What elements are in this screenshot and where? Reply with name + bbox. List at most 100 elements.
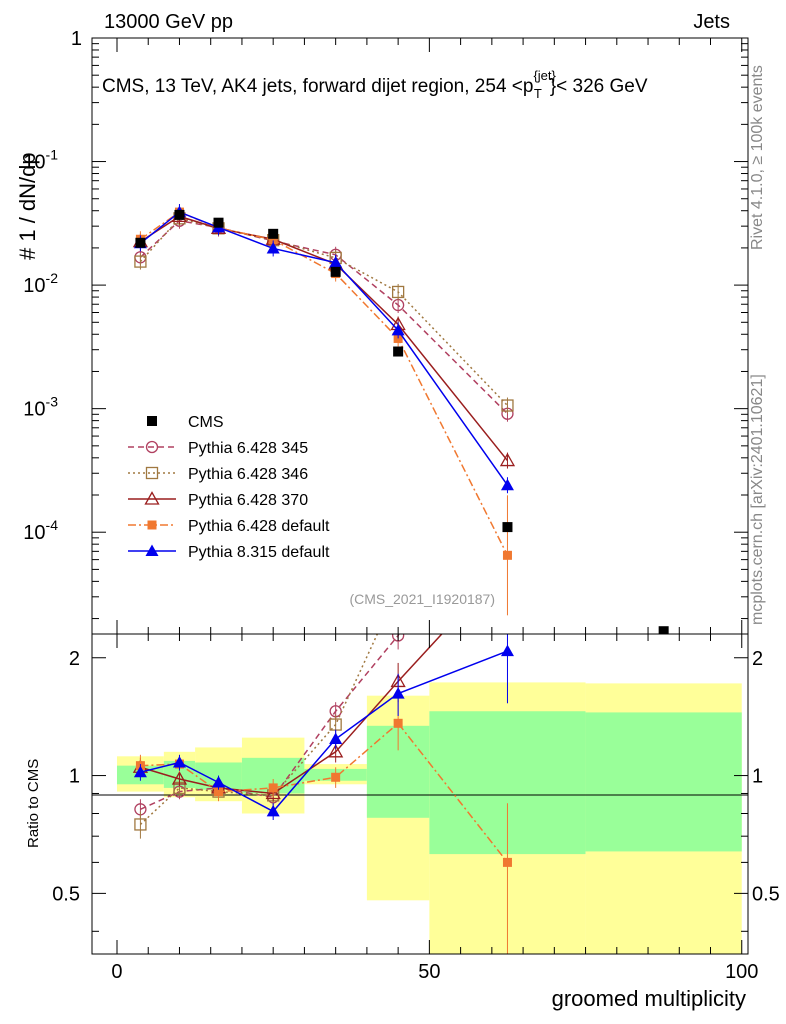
legend-marker [147,416,157,426]
y-tick-label-ratio-right: 0.5 [752,883,780,905]
cms-point [174,209,185,220]
y-tick-label-ratio: 0.5 [52,883,80,905]
cms-point [135,237,146,248]
header-right: Jets [693,11,730,33]
main-ticks: 10-410-310-210-11 [23,28,748,620]
header-left: 13000 GeV pp [104,11,233,33]
ratio-point [214,787,224,797]
y-tick-base: 1 [71,28,82,50]
ratio-point [172,755,186,768]
series-line [139,217,509,407]
y-tick-base: 10 [23,522,45,544]
chart-title-sub: T [534,86,542,101]
main-panel: 10-410-310-210-11 CMS, 13 TeV, AK4 jets,… [23,28,749,635]
ratio-point [133,765,147,778]
series-point [500,478,514,491]
legend-marker [145,466,159,480]
y-tick-label-ratio-right: 1 [752,766,763,788]
chart-title-end: }< 326 GeV [550,76,648,97]
ratio-point [265,785,281,800]
y-tick-base: 10 [23,399,45,421]
side-label-top: Rivet 4.1.0, ≥ 100k events [749,65,766,250]
y-tick-label-ratio: 2 [69,648,80,670]
ratio-point [212,776,226,788]
y-tick-exp: -3 [46,394,59,410]
legend-marker [147,520,157,530]
y-tick-label-main: 1 [71,28,82,50]
ratio-ticks: 0.5 0.5 1 1 2 2 [52,648,780,932]
ratio-point [502,387,513,398]
y-tick-exp: -4 [46,517,59,533]
ratio-point [328,743,344,758]
chart-title: CMS, 13 TeV, AK4 jets, forward dijet reg… [102,68,648,101]
y-tick-label-ratio: 1 [69,766,80,788]
y-tick-label-main: 10-1 [23,147,58,174]
y-axis-title-main-text: # 1 / dN/dp [15,152,40,260]
series-point [391,323,405,336]
legend-marker [145,440,159,454]
legend: CMS Pythia 6.428 345 Pythia 6.428 346 Pythi… [128,414,330,561]
ratio-frame [91,633,749,955]
y-tick-label-main: 10-2 [23,270,58,297]
legend-label: Pythia 6.428 370 [188,492,308,509]
ratio-point [268,783,278,793]
analysis-tag: (CMS_2021_I1920187) [349,591,495,607]
chart-title-sup: {jet} [533,68,556,83]
series-point [393,333,403,343]
ratio-panel: 0.5 0.5 1 1 2 2 Ratio to CMS [25,387,780,955]
x-tick-label: 0 [111,961,122,983]
legend-marker [144,491,160,505]
legend-label: Pythia 8.315 default [188,544,330,561]
cms-point [268,228,279,239]
ratio-point [393,718,403,728]
ratio-point [500,644,514,657]
ratio-y-label: Ratio to CMS [25,759,42,848]
series-cms [135,209,669,634]
series-point [501,399,514,412]
legend-marker [145,544,159,556]
ratio-point [134,818,147,831]
legend-label: Pythia 6.428 346 [188,466,308,483]
legend-label: Pythia 6.428 default [188,518,330,535]
ratio-point [329,732,343,745]
series-pythia-6-428-345 [134,212,514,422]
ratio-point [266,804,280,817]
series-line [139,219,508,415]
side-label-bottom: mcplots.cern.ch [arXiv:2401.10621] [749,374,766,625]
series-point [134,255,147,268]
ratio-point [391,687,405,699]
ratio-bands [116,682,742,954]
cms-point [393,346,404,357]
legend-label: Pythia 6.428 345 [188,440,308,457]
y-tick-exp: -1 [46,147,59,163]
ratio-pythia-8-315-default [133,634,514,820]
main-series [132,204,669,634]
series-point [502,550,512,560]
cms-point [330,266,341,277]
series-point [266,241,280,254]
x-tick-label: 50 [418,961,440,983]
y-tick-label-main: 10-3 [23,394,58,421]
cms-point [213,217,224,228]
series-pythia-6-428-346 [134,210,514,414]
y-tick-label-ratio-right: 2 [752,648,763,670]
x-tick-label: 100 [725,961,758,983]
x-axis-label: groomed multiplicity [552,986,746,1011]
series-point [499,452,516,467]
chart-title-main: CMS, 13 TeV, AK4 jets, forward dijet reg… [102,76,533,97]
ratio-point [331,772,341,782]
ratio-point [502,857,512,867]
y-tick-base: 10 [23,275,45,297]
series-point [329,256,343,268]
cms-point [658,626,669,634]
y-tick-label-main: 10-4 [23,517,58,544]
ratio-point [171,771,188,785]
y-tick-exp: -2 [46,270,59,286]
x-axis: 0 50 100 [111,38,758,983]
series-point [268,235,278,245]
y-tick-base: 10 [23,152,45,174]
band-green [585,712,742,852]
y-axis-title-main: # 1 / dN/dp [15,152,40,260]
series-point [391,285,405,299]
